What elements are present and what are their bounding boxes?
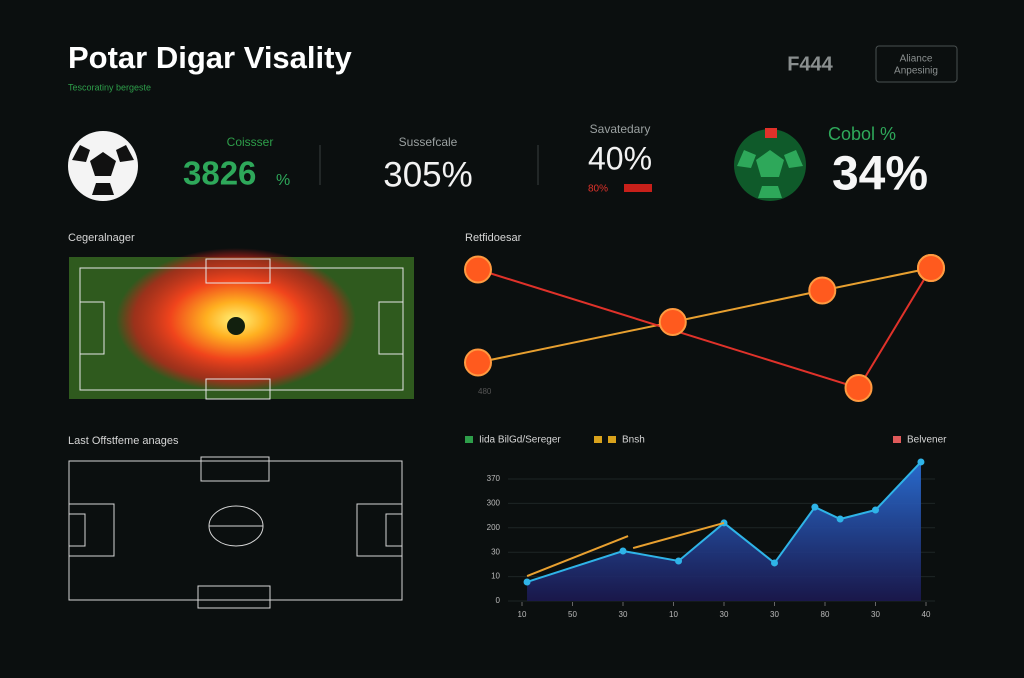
series-line xyxy=(632,521,725,550)
kpi-note: 80% xyxy=(588,184,608,195)
title: Potar Digar Visality xyxy=(68,40,352,75)
subtitle: Tescoratiny bergeste xyxy=(68,82,151,92)
x-tick-label: 30 xyxy=(770,610,779,619)
data-point xyxy=(771,559,778,567)
kpi-label: Savatedary xyxy=(590,122,651,136)
data-point xyxy=(464,255,492,284)
heatmap-pitch xyxy=(69,248,414,400)
x-tick-label: 10 xyxy=(518,610,527,619)
y-tick-label: 10 xyxy=(491,572,500,581)
ball-icon xyxy=(68,131,138,201)
series-line xyxy=(477,267,932,364)
button-label[interactable]: Aliance xyxy=(900,54,933,65)
kpi-value: 40% xyxy=(588,140,652,176)
series-area xyxy=(527,461,921,601)
legend-label: Iida BilGd/Sereger xyxy=(479,435,561,446)
x-tick-label: 30 xyxy=(619,610,628,619)
chart-annotation: 480 xyxy=(478,387,492,396)
legend-swatch xyxy=(608,436,616,443)
panel-title: Cegeralnager xyxy=(68,232,135,244)
chart-title: Retfidoesar xyxy=(465,232,522,244)
data-point xyxy=(836,515,844,523)
data-point xyxy=(811,503,819,511)
data-point xyxy=(619,547,627,555)
action-button[interactable] xyxy=(875,45,958,83)
data-point xyxy=(808,276,837,305)
data-point xyxy=(917,458,925,466)
panel-title: Last Offstfeme anages xyxy=(68,435,179,447)
legend-swatch xyxy=(465,436,473,443)
data-point xyxy=(464,348,492,377)
y-tick-label: 0 xyxy=(496,596,501,605)
button-label[interactable]: Anpesinig xyxy=(894,66,938,77)
legend-swatch xyxy=(893,436,901,443)
kpi-unit: % xyxy=(276,172,290,189)
kpi-label: Sussefcale xyxy=(399,135,458,149)
legend-swatch xyxy=(594,436,602,443)
ball-icon xyxy=(734,128,806,201)
logo: F444 xyxy=(787,53,833,75)
data-point xyxy=(523,578,531,586)
x-tick-label: 40 xyxy=(922,610,931,619)
kpi-note-bar xyxy=(624,184,652,192)
legend-label: Bnsh xyxy=(622,435,645,446)
data-point xyxy=(917,254,945,282)
x-tick-label: 30 xyxy=(871,610,880,619)
kpi-label: Cobol % xyxy=(828,124,896,144)
data-point xyxy=(872,506,879,514)
y-tick-label: 300 xyxy=(487,499,501,508)
legend-label: Belvener xyxy=(907,435,947,446)
outline-pitch xyxy=(68,456,403,609)
y-tick-label: 30 xyxy=(491,547,500,556)
kpi-label: Coissser xyxy=(227,135,274,149)
data-point xyxy=(844,374,873,402)
series-line xyxy=(477,267,932,390)
x-tick-label: 30 xyxy=(720,610,729,619)
x-tick-label: 10 xyxy=(669,610,678,619)
kpi-value: 34% xyxy=(832,148,928,201)
x-tick-label: 50 xyxy=(568,610,577,619)
kpi-value: 3826 xyxy=(183,155,256,192)
data-point xyxy=(675,557,683,565)
y-tick-label: 370 xyxy=(487,474,501,483)
x-tick-label: 80 xyxy=(821,610,830,619)
series-line xyxy=(526,535,629,578)
data-point xyxy=(658,308,687,336)
kpi-value: 305% xyxy=(383,155,473,194)
y-tick-label: 200 xyxy=(487,523,501,532)
